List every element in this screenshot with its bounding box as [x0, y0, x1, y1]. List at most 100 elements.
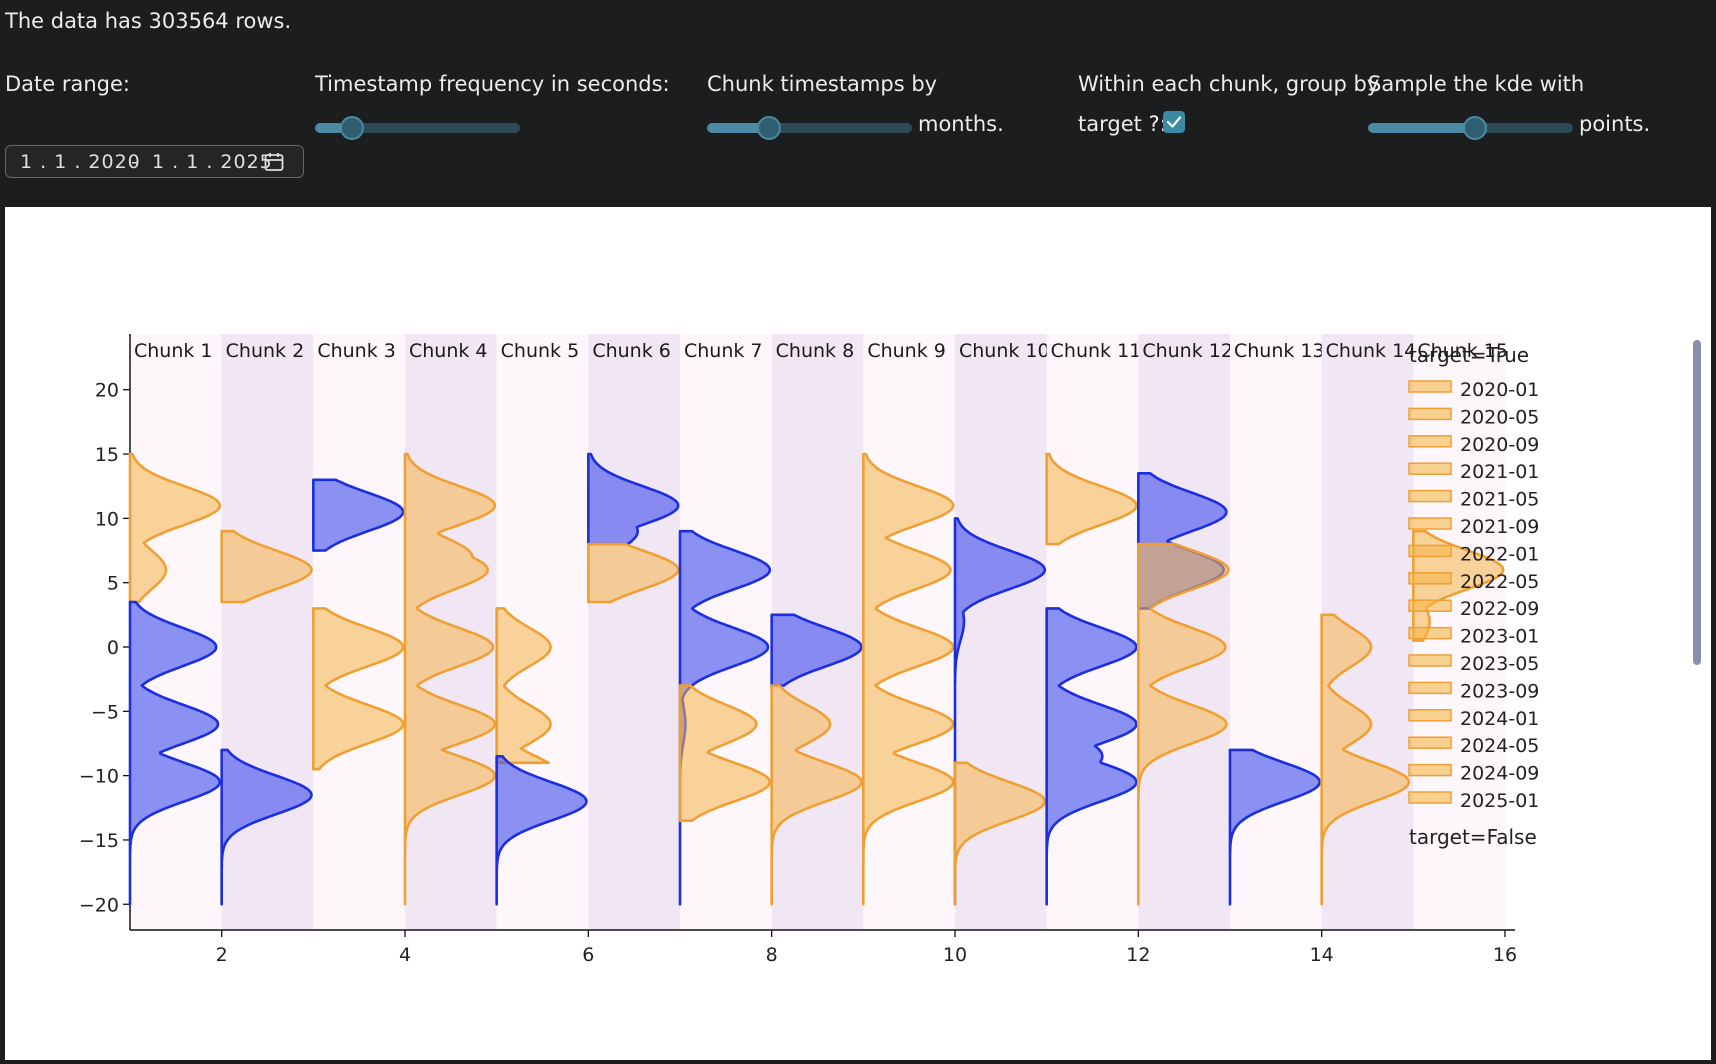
y-tick-label: −20: [79, 894, 119, 916]
plot-area: Chunk 1 Chunk 2 Chunk 3 Chunk 4 Chunk 5 Chunk…: [5, 207, 1711, 1060]
legend-label: 2023-01: [1460, 626, 1539, 648]
y-tick-label: −15: [79, 830, 119, 852]
legend-label: 2020-09: [1460, 434, 1539, 456]
chunk-slider[interactable]: [707, 116, 912, 140]
violin-true: [495, 607, 552, 765]
legend-item: 2025-01: [1408, 790, 1539, 812]
legend-label: 2023-09: [1460, 680, 1539, 702]
violin-true: [1045, 452, 1138, 546]
date-range-label: Date range:: [5, 72, 131, 96]
date-end[interactable]: 1 . 1 . 2025: [152, 151, 273, 173]
x-tick-label: 10: [943, 944, 967, 966]
kde-slider-thumb[interactable]: [1462, 116, 1487, 140]
chunk-slider-thumb[interactable]: [756, 116, 781, 140]
violin-false: [1228, 748, 1322, 906]
facet-label: Chunk 10: [959, 340, 1050, 362]
facet-band: [955, 334, 1047, 930]
violin-true: [1412, 529, 1505, 642]
legend-item: 2021-09: [1408, 516, 1539, 538]
legend-swatch: [1408, 517, 1452, 530]
chunk-label: Chunk timestamps by: [707, 72, 938, 96]
legend-label: 2022-09: [1460, 598, 1539, 620]
violin-true: [587, 542, 680, 604]
legend-label: 2021-05: [1460, 489, 1539, 511]
legend-swatch: [1408, 380, 1452, 393]
legend-swatch: [1408, 736, 1452, 749]
facet-band: [1230, 334, 1322, 930]
date-separator: -: [131, 151, 139, 173]
legend-title-false: target=False: [1409, 825, 1537, 849]
calendar-icon[interactable]: [264, 152, 284, 172]
x-tick-label: 8: [766, 944, 778, 966]
facet-label: Chunk 14: [1326, 340, 1417, 362]
legend-title-true: target=True: [1409, 343, 1529, 367]
group-by-target-checkbox[interactable]: [1163, 111, 1185, 133]
legend-label: 2020-05: [1460, 406, 1539, 428]
frequency-slider-thumb[interactable]: [339, 116, 364, 140]
legend-swatch: [1408, 626, 1452, 640]
violin-true: [403, 452, 497, 906]
kde-slider[interactable]: [1368, 116, 1573, 140]
check-icon: [1166, 116, 1182, 128]
legend-swatch: [1408, 572, 1452, 585]
violin-false: [770, 613, 863, 687]
legend-swatch: [1408, 763, 1452, 777]
facet-label: Chunk 2: [226, 340, 305, 362]
violin-false: [1045, 607, 1138, 906]
facet-label: Chunk 6: [592, 340, 671, 362]
x-tick-label: 4: [399, 944, 411, 966]
legend-item: 2022-09: [1408, 598, 1539, 620]
legend-swatch: [1408, 435, 1452, 448]
violin-false: [587, 452, 680, 546]
frequency-label: Timestamp frequency in seconds:: [315, 72, 670, 96]
legend-label: 2025-01: [1460, 790, 1539, 812]
facet-label: Chunk 15: [1417, 340, 1508, 362]
violin-true: [678, 684, 772, 822]
legend-label: 2021-09: [1460, 516, 1539, 538]
legend-label: 2022-01: [1460, 543, 1539, 565]
facet-label: Chunk 8: [776, 340, 855, 362]
violin-true: [128, 452, 222, 604]
legend-item: 2021-05: [1408, 489, 1539, 511]
facet-label: Chunk 13: [1234, 340, 1325, 362]
violin-false: [312, 478, 405, 552]
violin-true: [953, 761, 1047, 906]
group-label-2: target ?:: [1078, 112, 1167, 136]
legend-item: 2020-09: [1408, 434, 1539, 456]
group-label: Within each chunk, group by: [1078, 72, 1380, 96]
date-start[interactable]: 1 . 1 . 2020: [20, 151, 141, 173]
facet-label: Chunk 1: [134, 340, 213, 362]
legend-swatch: [1408, 791, 1452, 804]
date-range-picker[interactable]: 1 . 1 . 2020 - 1 . 1 . 2025: [5, 145, 304, 178]
facet-label: Chunk 11: [1051, 340, 1142, 362]
frequency-slider[interactable]: [315, 116, 520, 140]
facet-label: Chunk 9: [867, 340, 946, 362]
legend-swatch: [1408, 407, 1452, 421]
legend-item: 2022-05: [1408, 571, 1539, 593]
violin-true: [1137, 542, 1230, 906]
legend-swatch: [1408, 681, 1452, 695]
y-tick-label: −5: [91, 701, 119, 723]
y-tick-label: 0: [107, 637, 119, 659]
legend-label: 2024-05: [1460, 735, 1539, 757]
legend-item: 2023-01: [1408, 626, 1539, 648]
x-tick-label: 12: [1126, 944, 1150, 966]
y-tick-label: 10: [95, 508, 119, 530]
facet-label: Chunk 3: [317, 340, 396, 362]
legend-swatch: [1408, 599, 1452, 612]
y-tick-label: 15: [95, 444, 119, 466]
legend-swatch: [1408, 654, 1452, 667]
legend-item: 2024-09: [1408, 763, 1539, 785]
legend-item: 2023-05: [1408, 653, 1539, 675]
legend-swatch: [1408, 544, 1452, 558]
y-tick-label: 20: [95, 380, 119, 402]
y-tick-label: −10: [79, 766, 119, 788]
facet-label: Chunk 7: [684, 340, 763, 362]
violin-false: [495, 755, 588, 906]
chunk-unit-label: months.: [918, 112, 1004, 136]
violin-true: [862, 452, 955, 906]
facet-label: Chunk 12: [1142, 340, 1233, 362]
facet-band: [221, 334, 314, 930]
legend-scrollbar: [1693, 340, 1701, 665]
violin-true: [312, 607, 405, 771]
